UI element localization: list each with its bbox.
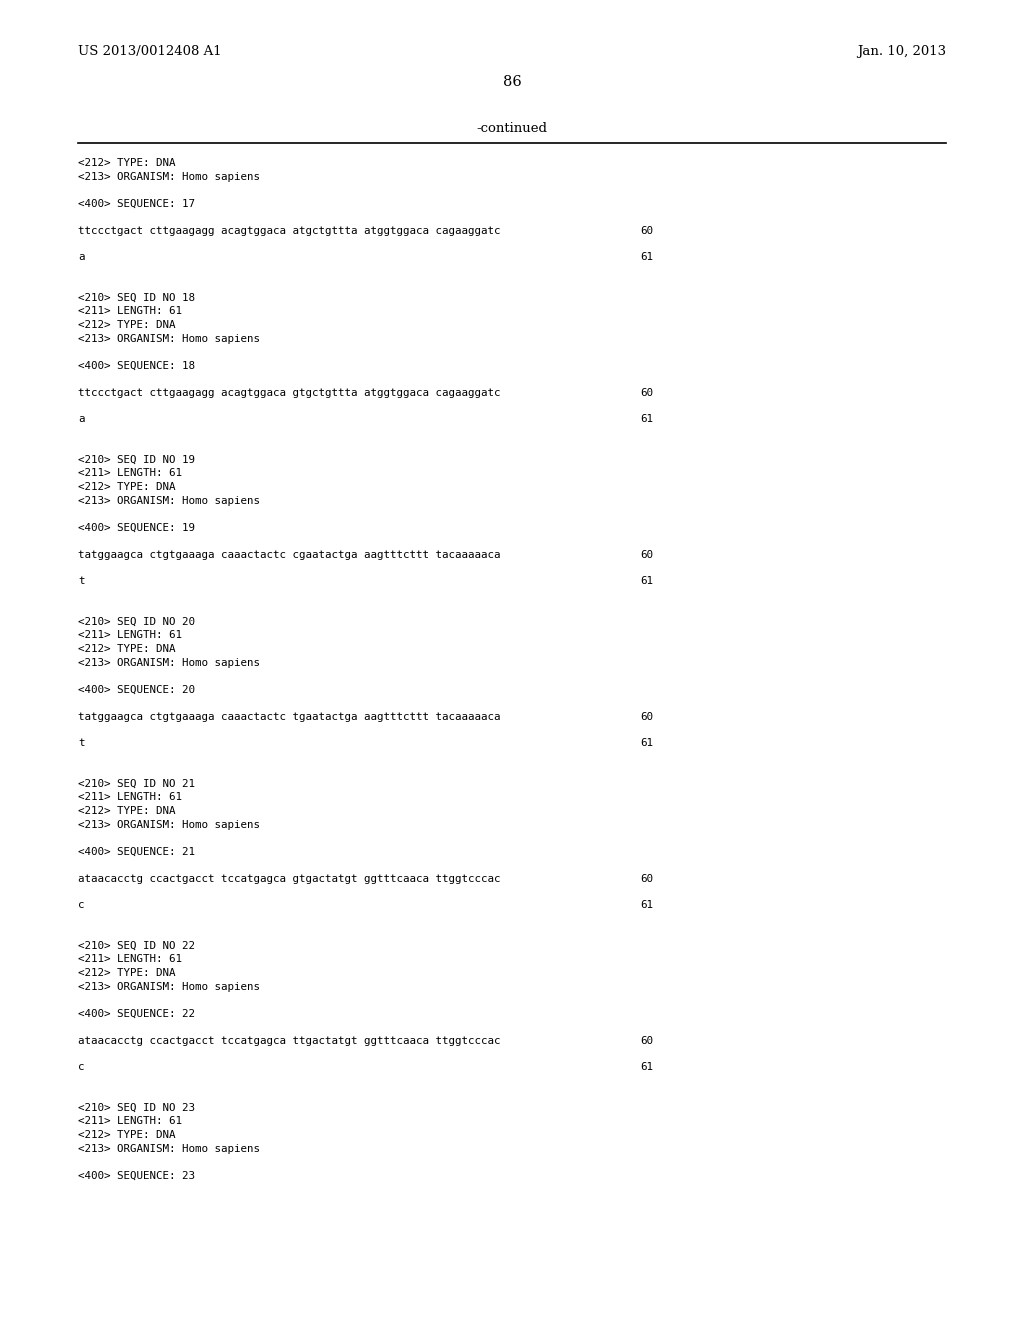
- Text: -continued: -continued: [476, 121, 548, 135]
- Text: <213> ORGANISM: Homo sapiens: <213> ORGANISM: Homo sapiens: [78, 1143, 260, 1154]
- Text: <400> SEQUENCE: 20: <400> SEQUENCE: 20: [78, 685, 195, 694]
- Text: <210> SEQ ID NO 23: <210> SEQ ID NO 23: [78, 1104, 195, 1113]
- Text: <212> TYPE: DNA: <212> TYPE: DNA: [78, 1130, 175, 1140]
- Text: 60: 60: [640, 388, 653, 397]
- Text: t: t: [78, 577, 85, 586]
- Text: <211> LENGTH: 61: <211> LENGTH: 61: [78, 792, 182, 803]
- Text: <400> SEQUENCE: 19: <400> SEQUENCE: 19: [78, 523, 195, 532]
- Text: <211> LENGTH: 61: <211> LENGTH: 61: [78, 469, 182, 479]
- Text: <211> LENGTH: 61: <211> LENGTH: 61: [78, 631, 182, 640]
- Text: 61: 61: [640, 1063, 653, 1072]
- Text: Jan. 10, 2013: Jan. 10, 2013: [857, 45, 946, 58]
- Text: 61: 61: [640, 252, 653, 263]
- Text: <213> ORGANISM: Homo sapiens: <213> ORGANISM: Homo sapiens: [78, 657, 260, 668]
- Text: c: c: [78, 900, 85, 911]
- Text: tatggaagca ctgtgaaaga caaactactc cgaatactga aagtttcttt tacaaaaaca: tatggaagca ctgtgaaaga caaactactc cgaatac…: [78, 549, 501, 560]
- Text: 86: 86: [503, 75, 521, 88]
- Text: <212> TYPE: DNA: <212> TYPE: DNA: [78, 644, 175, 653]
- Text: <212> TYPE: DNA: <212> TYPE: DNA: [78, 807, 175, 816]
- Text: 60: 60: [640, 711, 653, 722]
- Text: <211> LENGTH: 61: <211> LENGTH: 61: [78, 306, 182, 317]
- Text: <400> SEQUENCE: 18: <400> SEQUENCE: 18: [78, 360, 195, 371]
- Text: 61: 61: [640, 414, 653, 425]
- Text: ataacacctg ccactgacct tccatgagca ttgactatgt ggtttcaaca ttggtcccac: ataacacctg ccactgacct tccatgagca ttgacta…: [78, 1035, 501, 1045]
- Text: <213> ORGANISM: Homo sapiens: <213> ORGANISM: Homo sapiens: [78, 172, 260, 181]
- Text: ataacacctg ccactgacct tccatgagca gtgactatgt ggtttcaaca ttggtcccac: ataacacctg ccactgacct tccatgagca gtgacta…: [78, 874, 501, 883]
- Text: a: a: [78, 252, 85, 263]
- Text: ttccctgact cttgaagagg acagtggaca atgctgttta atggtggaca cagaaggatc: ttccctgact cttgaagagg acagtggaca atgctgt…: [78, 226, 501, 235]
- Text: <213> ORGANISM: Homo sapiens: <213> ORGANISM: Homo sapiens: [78, 495, 260, 506]
- Text: <400> SEQUENCE: 22: <400> SEQUENCE: 22: [78, 1008, 195, 1019]
- Text: t: t: [78, 738, 85, 748]
- Text: ttccctgact cttgaagagg acagtggaca gtgctgttta atggtggaca cagaaggatc: ttccctgact cttgaagagg acagtggaca gtgctgt…: [78, 388, 501, 397]
- Text: <210> SEQ ID NO 22: <210> SEQ ID NO 22: [78, 941, 195, 950]
- Text: a: a: [78, 414, 85, 425]
- Text: 60: 60: [640, 226, 653, 235]
- Text: <212> TYPE: DNA: <212> TYPE: DNA: [78, 319, 175, 330]
- Text: <210> SEQ ID NO 21: <210> SEQ ID NO 21: [78, 779, 195, 789]
- Text: <400> SEQUENCE: 21: <400> SEQUENCE: 21: [78, 846, 195, 857]
- Text: 61: 61: [640, 577, 653, 586]
- Text: <400> SEQUENCE: 23: <400> SEQUENCE: 23: [78, 1171, 195, 1180]
- Text: US 2013/0012408 A1: US 2013/0012408 A1: [78, 45, 221, 58]
- Text: <213> ORGANISM: Homo sapiens: <213> ORGANISM: Homo sapiens: [78, 982, 260, 991]
- Text: <211> LENGTH: 61: <211> LENGTH: 61: [78, 1117, 182, 1126]
- Text: <213> ORGANISM: Homo sapiens: <213> ORGANISM: Homo sapiens: [78, 820, 260, 829]
- Text: <212> TYPE: DNA: <212> TYPE: DNA: [78, 482, 175, 492]
- Text: c: c: [78, 1063, 85, 1072]
- Text: tatggaagca ctgtgaaaga caaactactc tgaatactga aagtttcttt tacaaaaaca: tatggaagca ctgtgaaaga caaactactc tgaatac…: [78, 711, 501, 722]
- Text: 60: 60: [640, 549, 653, 560]
- Text: <210> SEQ ID NO 20: <210> SEQ ID NO 20: [78, 616, 195, 627]
- Text: <212> TYPE: DNA: <212> TYPE: DNA: [78, 968, 175, 978]
- Text: 60: 60: [640, 874, 653, 883]
- Text: 61: 61: [640, 738, 653, 748]
- Text: <400> SEQUENCE: 17: <400> SEQUENCE: 17: [78, 198, 195, 209]
- Text: <212> TYPE: DNA: <212> TYPE: DNA: [78, 158, 175, 168]
- Text: <213> ORGANISM: Homo sapiens: <213> ORGANISM: Homo sapiens: [78, 334, 260, 343]
- Text: <211> LENGTH: 61: <211> LENGTH: 61: [78, 954, 182, 965]
- Text: 61: 61: [640, 900, 653, 911]
- Text: <210> SEQ ID NO 19: <210> SEQ ID NO 19: [78, 455, 195, 465]
- Text: <210> SEQ ID NO 18: <210> SEQ ID NO 18: [78, 293, 195, 304]
- Text: 60: 60: [640, 1035, 653, 1045]
